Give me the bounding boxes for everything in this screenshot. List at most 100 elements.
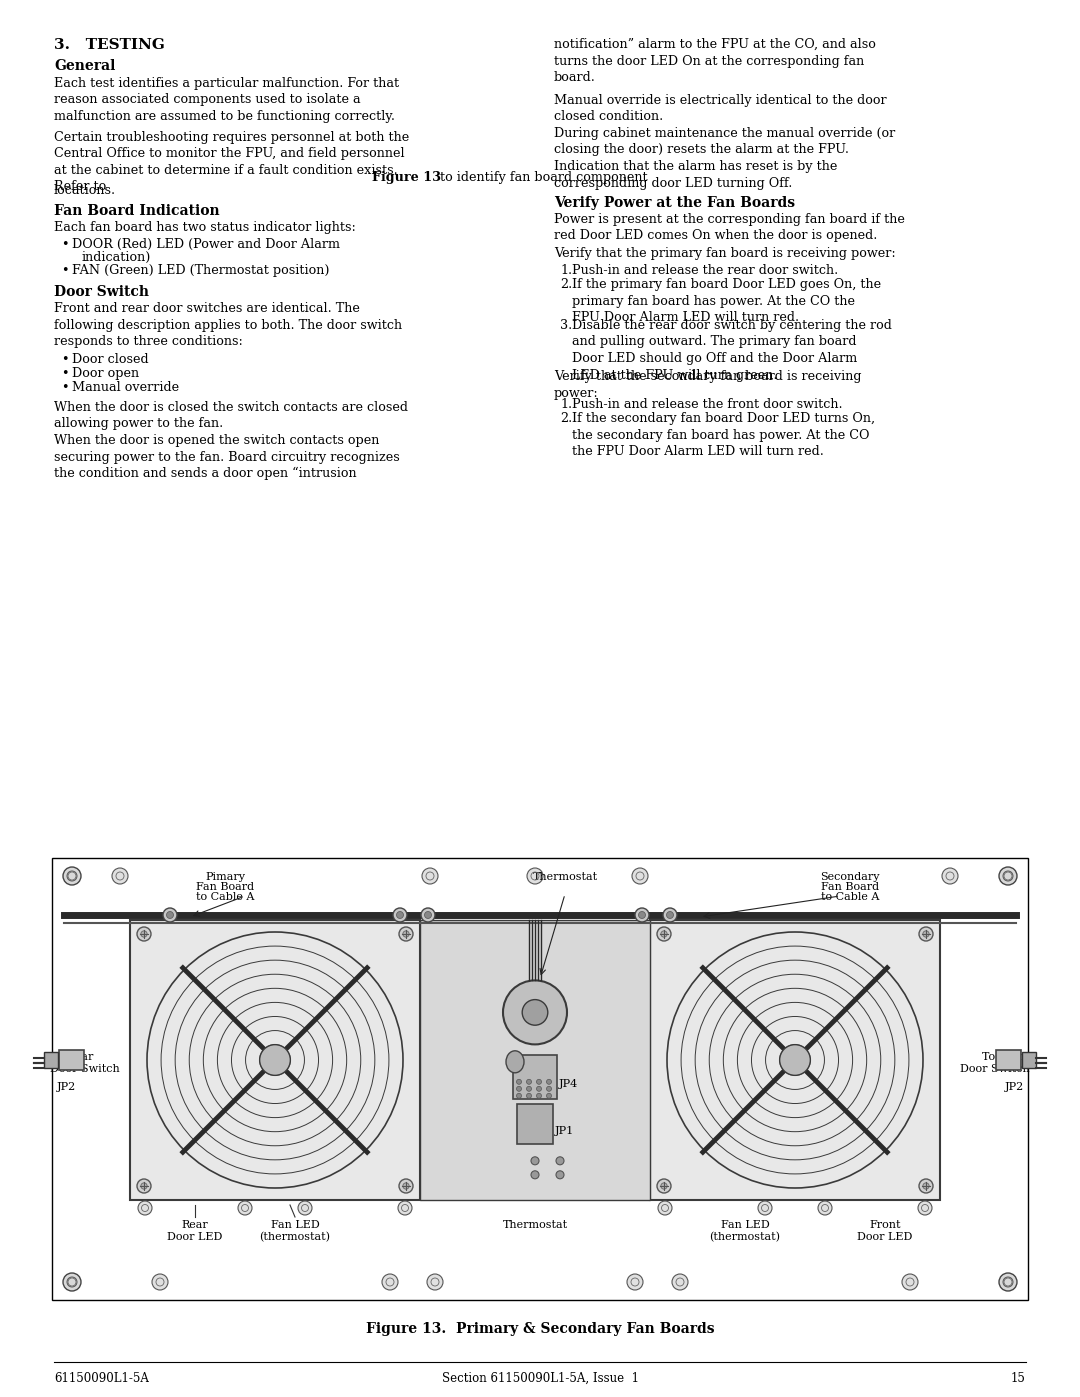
Text: Figure 13: Figure 13 xyxy=(372,170,441,184)
Circle shape xyxy=(516,1087,522,1091)
Text: Thermostat: Thermostat xyxy=(532,872,597,882)
Text: Manual override is electrically identical to the door
closed condition.: Manual override is electrically identica… xyxy=(554,94,887,123)
Text: Door Switch: Door Switch xyxy=(54,285,149,299)
Circle shape xyxy=(919,928,933,942)
Circle shape xyxy=(523,1000,548,1025)
Text: Fan LED: Fan LED xyxy=(271,1220,320,1229)
Text: When the door is closed the switch contacts are closed
allowing power to the fan: When the door is closed the switch conta… xyxy=(54,401,408,430)
Text: •: • xyxy=(60,381,68,394)
Circle shape xyxy=(63,868,81,886)
Bar xyxy=(52,858,1028,1301)
Text: Front and rear door switches are identical. The
following description applies to: Front and rear door switches are identic… xyxy=(54,302,402,348)
Text: Pimary: Pimary xyxy=(205,872,245,882)
Circle shape xyxy=(657,1179,671,1193)
Text: 1.: 1. xyxy=(561,264,572,277)
Text: locations.: locations. xyxy=(54,184,117,197)
Circle shape xyxy=(780,1045,810,1076)
Text: to Cable A: to Cable A xyxy=(821,893,879,902)
Text: Thermostat: Thermostat xyxy=(502,1220,568,1229)
Bar xyxy=(420,921,650,1200)
Text: Fan Board: Fan Board xyxy=(195,882,254,893)
Circle shape xyxy=(138,1201,152,1215)
Circle shape xyxy=(1000,868,1016,884)
Circle shape xyxy=(399,1201,411,1215)
Ellipse shape xyxy=(507,1051,524,1073)
Circle shape xyxy=(1000,1274,1016,1289)
Text: •: • xyxy=(60,367,68,380)
Circle shape xyxy=(298,1201,312,1215)
Text: Verify that the secondary fan board is receiving
power:: Verify that the secondary fan board is r… xyxy=(554,370,862,400)
Text: Door LED: Door LED xyxy=(858,1232,913,1242)
Circle shape xyxy=(137,1179,151,1193)
Circle shape xyxy=(140,930,147,937)
Circle shape xyxy=(140,1183,147,1189)
Text: to identify fan board component: to identify fan board component xyxy=(436,170,648,184)
Circle shape xyxy=(396,911,404,918)
Circle shape xyxy=(403,1183,409,1189)
Circle shape xyxy=(152,1274,168,1289)
Circle shape xyxy=(531,1157,539,1165)
Bar xyxy=(513,1055,557,1099)
Circle shape xyxy=(537,1094,541,1098)
Text: •: • xyxy=(60,353,68,366)
Circle shape xyxy=(527,1080,531,1084)
Circle shape xyxy=(635,908,649,922)
Bar xyxy=(1022,1052,1036,1067)
Circle shape xyxy=(259,1045,291,1076)
Circle shape xyxy=(672,1274,688,1289)
Circle shape xyxy=(657,928,671,942)
Circle shape xyxy=(399,928,413,942)
Circle shape xyxy=(537,1080,541,1084)
Bar xyxy=(996,1051,1021,1070)
Circle shape xyxy=(503,981,567,1045)
Text: indication): indication) xyxy=(82,251,151,264)
Text: General: General xyxy=(54,59,116,73)
Circle shape xyxy=(424,911,432,918)
Text: JP2: JP2 xyxy=(1004,1083,1024,1092)
Circle shape xyxy=(421,908,435,922)
Circle shape xyxy=(382,1274,399,1289)
Text: Door open: Door open xyxy=(72,367,139,380)
Bar xyxy=(59,1051,84,1070)
Text: Secondary: Secondary xyxy=(820,872,880,882)
Circle shape xyxy=(163,908,177,922)
Text: JP2: JP2 xyxy=(56,1083,76,1092)
Text: Disable the rear door switch by centering the rod
and pulling outward. The prima: Disable the rear door switch by centerin… xyxy=(572,319,892,381)
Text: When the door is opened the switch contacts open
securing power to the fan. Boar: When the door is opened the switch conta… xyxy=(54,434,400,481)
Text: Power is present at the corresponding fan board if the
red Door LED comes On whe: Power is present at the corresponding fa… xyxy=(554,212,905,243)
Circle shape xyxy=(818,1201,832,1215)
Circle shape xyxy=(64,868,80,884)
Circle shape xyxy=(999,1273,1017,1291)
Text: 3.: 3. xyxy=(561,319,572,332)
Circle shape xyxy=(238,1201,252,1215)
Circle shape xyxy=(638,911,646,918)
Text: Fan Board Indication: Fan Board Indication xyxy=(54,204,219,218)
Circle shape xyxy=(999,868,1017,886)
Text: Fan Board: Fan Board xyxy=(821,882,879,893)
Text: 15: 15 xyxy=(1011,1372,1026,1384)
Text: Verify Power at the Fan Boards: Verify Power at the Fan Boards xyxy=(554,196,795,210)
Bar xyxy=(517,1105,553,1144)
Circle shape xyxy=(556,1171,564,1179)
Text: Each fan board has two status indicator lights:: Each fan board has two status indicator … xyxy=(54,221,356,235)
Circle shape xyxy=(922,930,929,937)
Text: During cabinet maintenance the manual override (or
closing the door) resets the : During cabinet maintenance the manual ov… xyxy=(554,127,895,190)
Circle shape xyxy=(527,1087,531,1091)
Text: •: • xyxy=(60,237,68,251)
Circle shape xyxy=(546,1080,552,1084)
Circle shape xyxy=(537,1087,541,1091)
Bar xyxy=(44,1052,58,1067)
Text: Manual override: Manual override xyxy=(72,381,179,394)
Text: JP1: JP1 xyxy=(555,1126,575,1136)
Text: Push-in and release the rear door switch.: Push-in and release the rear door switch… xyxy=(572,264,838,277)
Bar xyxy=(130,921,420,1200)
Circle shape xyxy=(63,1273,81,1291)
Circle shape xyxy=(393,908,407,922)
Circle shape xyxy=(661,1183,667,1189)
Circle shape xyxy=(531,1171,539,1179)
Circle shape xyxy=(658,1201,672,1215)
Text: (thermostat): (thermostat) xyxy=(259,1232,330,1242)
Text: DOOR (Red) LED (Power and Door Alarm: DOOR (Red) LED (Power and Door Alarm xyxy=(72,237,340,251)
Text: JP4: JP4 xyxy=(559,1078,578,1088)
Circle shape xyxy=(661,930,667,937)
